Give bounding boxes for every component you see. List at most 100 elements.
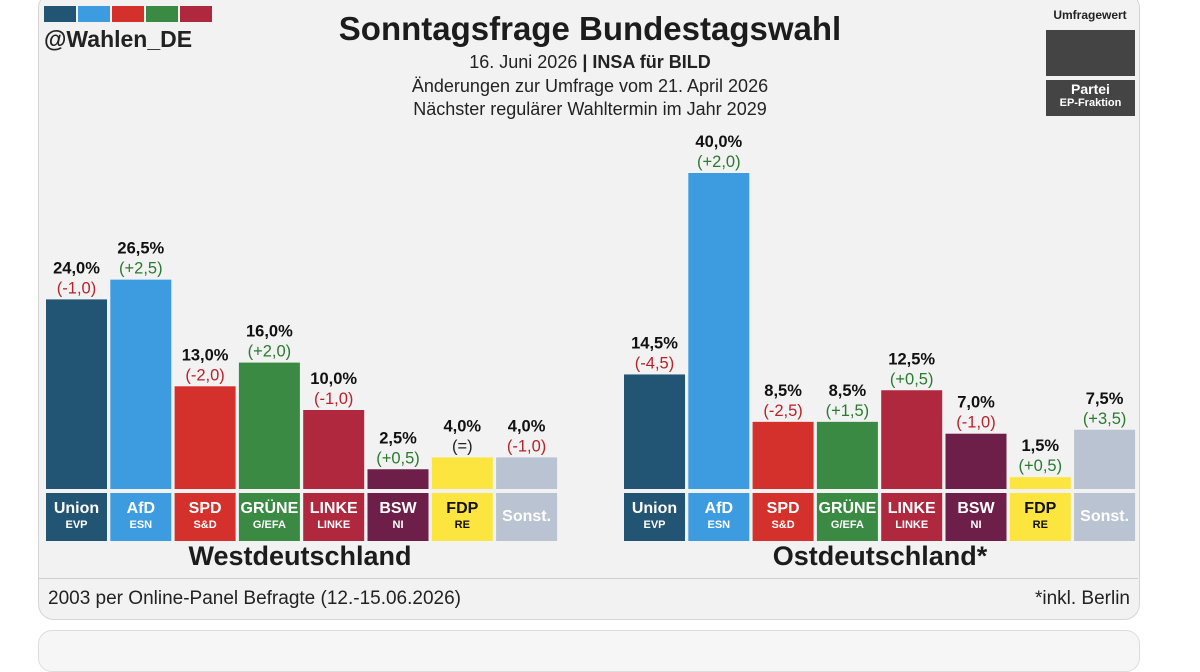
party-label-bg-east-1 — [688, 493, 750, 541]
change-label-east-7: (+3,5) — [1083, 410, 1127, 428]
party-group-west-1: ESN — [129, 519, 152, 531]
bar-west-1 — [110, 279, 172, 489]
region-title-east: Ostdeutschland* — [772, 541, 988, 571]
party-label-bg-east-7 — [1074, 493, 1136, 541]
change-label-west-7: (-1,0) — [507, 437, 546, 455]
change-label-west-5: (+0,5) — [376, 449, 420, 467]
legend-box: Umfragewert Partei EP-Fraktion — [1040, 2, 1140, 120]
account-handle: @Wahlen_DE — [44, 26, 193, 52]
poll-info: 16. Juni 2026 | INSA für BILD — [240, 52, 940, 73]
party-label-bg-east-4 — [881, 493, 943, 541]
legend-party-sample: Partei EP-Fraktion — [1046, 80, 1135, 116]
value-label-west-2: 13,0% — [182, 346, 229, 364]
party-label-bg-east-5 — [945, 493, 1007, 541]
value-label-east-0: 14,5% — [631, 334, 678, 352]
value-label-west-5: 2,5% — [379, 429, 417, 447]
footer-divider — [38, 578, 1138, 579]
bar-west-0 — [46, 299, 107, 489]
party-label-bg-west-4 — [303, 493, 365, 541]
party-label-bg-east-0 — [624, 493, 685, 541]
bar-east-4 — [881, 390, 943, 489]
party-name-west-7: Sonst. — [502, 508, 551, 525]
party-group-east-1: ESN — [707, 519, 730, 531]
legend-title: Umfragewert — [1053, 8, 1127, 22]
bar-east-6 — [1009, 477, 1071, 489]
party-name-east-3: GRÜNE — [819, 498, 877, 517]
bar-east-1 — [688, 173, 750, 489]
bar-west-4 — [303, 410, 365, 489]
value-label-west-6: 4,0% — [443, 417, 481, 435]
change-label-west-1: (+2,5) — [119, 260, 163, 278]
value-label-east-2: 8,5% — [764, 382, 802, 400]
party-label-bg-west-6 — [431, 493, 493, 541]
value-label-west-4: 10,0% — [310, 370, 357, 388]
value-label-east-1: 40,0% — [695, 133, 742, 151]
bar-east-7 — [1074, 429, 1136, 489]
party-label-bg-west-7 — [496, 493, 558, 541]
swatch — [112, 6, 144, 22]
swatch — [180, 6, 212, 22]
poll-institute: INSA für BILD — [592, 52, 711, 72]
bar-west-3 — [238, 362, 300, 489]
party-name-east-4: LINKE — [888, 500, 936, 517]
value-label-west-0: 24,0% — [53, 259, 100, 277]
party-label-bg-west-5 — [367, 493, 429, 541]
change-label-east-2: (-2,5) — [763, 402, 802, 420]
bar-west-6 — [431, 457, 493, 489]
party-name-west-2: SPD — [189, 500, 222, 517]
bar-west-5 — [367, 469, 429, 489]
party-group-east-2: S&D — [771, 519, 794, 531]
bar-east-0 — [624, 374, 685, 489]
swatch — [44, 6, 76, 22]
party-group-west-0: EVP — [65, 519, 87, 531]
legend-group-label: EP-Fraktion — [1059, 97, 1122, 109]
next-election-note: Nächster regulärer Wahltermin im Jahr 20… — [413, 99, 767, 119]
party-label-bg-west-3 — [238, 493, 300, 541]
bar-east-5 — [945, 433, 1007, 489]
party-name-east-0: Union — [632, 500, 677, 517]
change-label-west-3: (+2,0) — [248, 343, 292, 361]
party-label-bg-west-1 — [110, 493, 172, 541]
party-group-west-3: G/EFA — [253, 519, 286, 531]
party-group-east-3: G/EFA — [831, 519, 864, 531]
berlin-note: *inkl. Berlin — [1034, 588, 1130, 609]
value-label-east-5: 7,0% — [957, 394, 995, 412]
party-name-west-3: GRÜNE — [241, 498, 299, 517]
changes-note: Änderungen zur Umfrage vom 21. April 202… — [411, 76, 769, 96]
party-label-bg-east-6 — [1009, 493, 1071, 541]
party-label-bg-west-2 — [174, 493, 236, 541]
party-group-east-6: RE — [1033, 519, 1048, 531]
poll-date: 16. Juni 2026 — [469, 52, 578, 72]
change-label-east-1: (+2,0) — [697, 153, 741, 171]
party-name-east-7: Sonst. — [1080, 508, 1129, 525]
party-name-west-4: LINKE — [310, 500, 358, 517]
party-name-west-0: Union — [54, 500, 99, 517]
change-label-east-4: (+0,5) — [890, 370, 934, 388]
change-label-east-0: (-4,5) — [635, 354, 674, 372]
party-name-east-6: FDP — [1024, 500, 1056, 517]
bar-west-2 — [174, 386, 236, 489]
party-name-east-1: AfD — [705, 500, 733, 517]
legend-bar-sample — [1046, 30, 1135, 76]
party-label-bg-east-2 — [752, 493, 814, 541]
change-label-west-4: (-1,0) — [314, 390, 353, 408]
value-label-west-1: 26,5% — [117, 240, 164, 258]
change-label-east-3: (+1,5) — [826, 402, 870, 420]
handle-color-swatches — [44, 6, 212, 22]
respondents-note: 2003 per Online-Panel Befragte (12.-15.0… — [48, 588, 461, 609]
swatch — [146, 6, 178, 22]
party-label-bg-west-0 — [46, 493, 107, 541]
value-label-west-7: 4,0% — [508, 417, 546, 435]
party-name-west-1: AfD — [127, 500, 155, 517]
party-group-west-5: NI — [393, 519, 404, 531]
party-name-west-5: BSW — [379, 500, 417, 517]
party-group-east-0: EVP — [643, 519, 665, 531]
change-label-east-5: (-1,0) — [956, 414, 995, 432]
bar-east-3 — [816, 421, 878, 489]
party-group-west-2: S&D — [193, 519, 216, 531]
party-name-east-5: BSW — [957, 500, 995, 517]
party-group-west-4: LINKE — [317, 519, 350, 531]
change-label-west-0: (-1,0) — [57, 279, 96, 297]
value-label-west-3: 16,0% — [246, 323, 293, 341]
value-label-east-6: 1,5% — [1021, 437, 1059, 455]
